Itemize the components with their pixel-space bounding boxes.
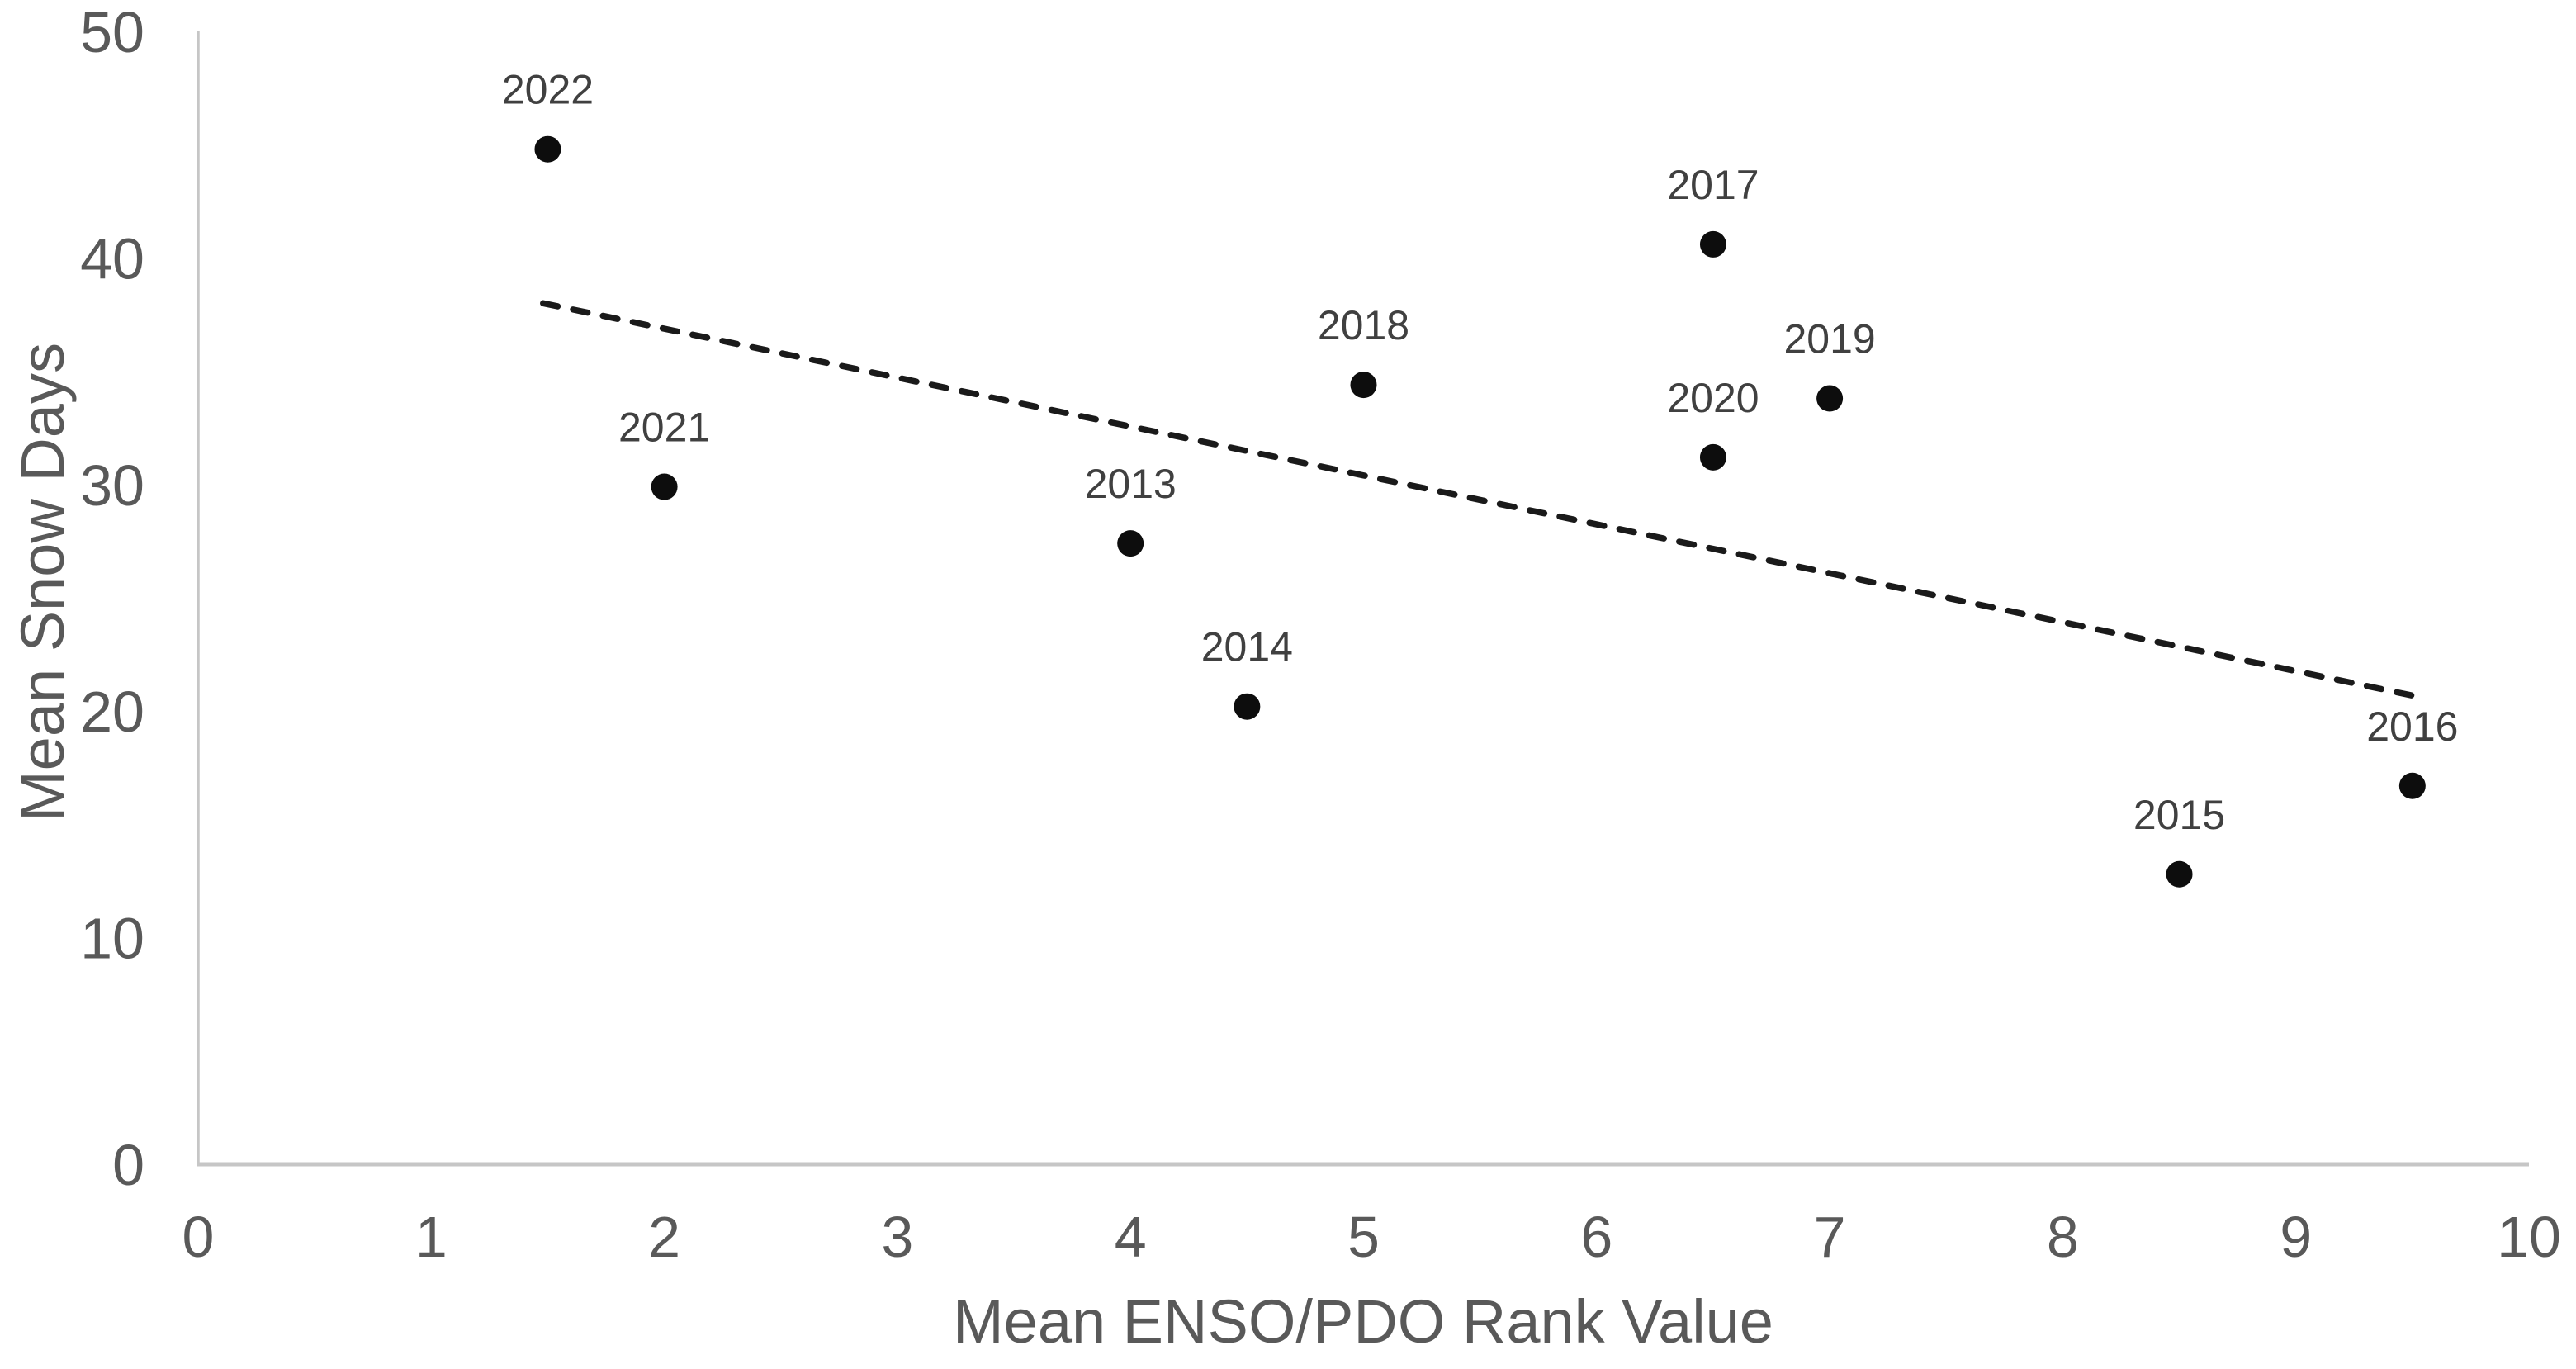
- data-point-label-2013: 2013: [1085, 461, 1177, 507]
- data-point-2014: [1234, 693, 1261, 720]
- data-point-2017: [1699, 230, 1726, 258]
- x-axis-title: Mean ENSO/PDO Rank Value: [953, 1287, 1773, 1356]
- y-axis-title: Mean Snow Days: [8, 343, 77, 822]
- data-point-label-2020: 2020: [1667, 375, 1759, 421]
- data-point-2022: [534, 135, 561, 163]
- data-point-2018: [1350, 372, 1377, 399]
- y-tick-label: 50: [80, 0, 144, 64]
- x-tick-label: 3: [881, 1205, 913, 1269]
- x-tick-label: 6: [1580, 1205, 1612, 1269]
- x-tick-label: 7: [1814, 1205, 1846, 1269]
- data-point-label-2014: 2014: [1201, 624, 1293, 670]
- data-point-label-2016: 2016: [2366, 703, 2458, 750]
- data-point-2021: [651, 473, 678, 500]
- y-tick-labels: 0 10 20 30 40 50: [80, 0, 144, 1197]
- x-tick-label: 4: [1115, 1205, 1147, 1269]
- x-tick-labels: 0 1 2 3 4 5 6 7 8 9 10: [182, 1205, 2561, 1269]
- y-tick-label: 20: [80, 680, 144, 744]
- data-point-2016: [2398, 772, 2426, 799]
- data-point-label-2022: 2022: [502, 67, 594, 113]
- x-tick-label: 8: [2047, 1205, 2079, 1269]
- point-labels-group: 2022 2021 2013 2014 2018 2017 2020 2019 2015 2016: [502, 67, 2459, 838]
- data-point-label-2018: 2018: [1318, 302, 1409, 348]
- data-point-2019: [1816, 385, 1844, 412]
- x-tick-label: 10: [2497, 1205, 2561, 1269]
- axes-group: [197, 31, 2529, 1167]
- data-point-label-2017: 2017: [1667, 162, 1759, 208]
- data-point-2015: [2166, 860, 2193, 888]
- y-tick-label: 0: [112, 1133, 144, 1197]
- x-tick-label: 9: [2280, 1205, 2312, 1269]
- data-point-label-2015: 2015: [2133, 792, 2225, 838]
- x-tick-label: 2: [648, 1205, 680, 1269]
- y-tick-label: 10: [80, 907, 144, 971]
- x-tick-label: 1: [415, 1205, 447, 1269]
- x-tick-label: 0: [182, 1205, 215, 1269]
- y-tick-label: 30: [80, 453, 144, 518]
- data-point-label-2021: 2021: [618, 405, 710, 451]
- x-tick-label: 5: [1347, 1205, 1380, 1269]
- data-point-2013: [1117, 530, 1144, 557]
- data-point-label-2019: 2019: [1783, 316, 1875, 362]
- data-point-2020: [1699, 443, 1726, 471]
- trendline: [540, 300, 2425, 701]
- points-group: [534, 135, 2426, 888]
- y-tick-label: 40: [80, 226, 144, 291]
- trendline-group: [540, 300, 2425, 701]
